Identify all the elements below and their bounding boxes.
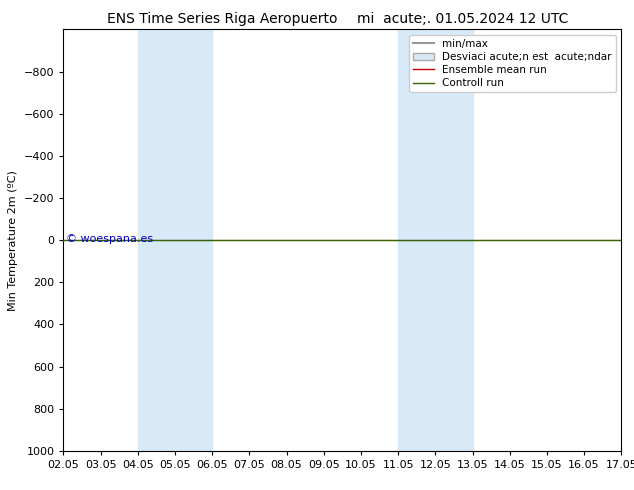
Text: ENS Time Series Riga Aeropuerto: ENS Time Series Riga Aeropuerto (107, 12, 337, 26)
Bar (398, 29, 472, 451)
Text: mi  acute;. 01.05.2024 12 UTC: mi acute;. 01.05.2024 12 UTC (357, 12, 569, 26)
Legend: min/max, Desviaci acute;n est  acute;ndar, Ensemble mean run, Controll run: min/max, Desviaci acute;n est acute;ndar… (409, 35, 616, 92)
Bar (138, 29, 212, 451)
Text: © woespana.es: © woespana.es (66, 234, 153, 244)
Y-axis label: Min Temperature 2m (ºC): Min Temperature 2m (ºC) (8, 170, 18, 311)
